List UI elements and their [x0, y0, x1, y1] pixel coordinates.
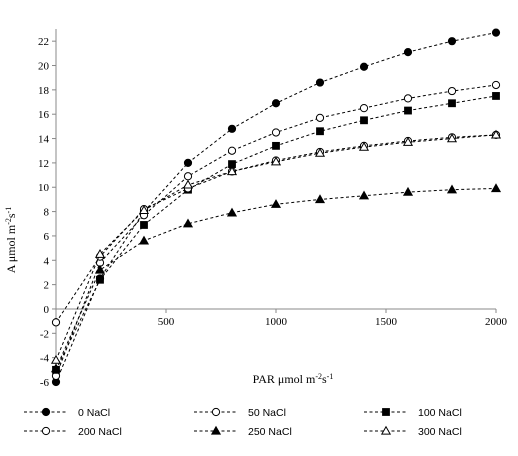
x-tick-label: 2000 — [485, 316, 508, 328]
data-point — [492, 92, 500, 100]
data-point — [314, 147, 326, 157]
legend-marker — [211, 407, 221, 417]
data-point — [182, 218, 194, 228]
legend-label: 50 NaCl — [248, 407, 286, 419]
data-point — [403, 94, 413, 103]
legend-label: 300 NaCl — [418, 426, 462, 438]
data-point — [358, 141, 370, 151]
data-point — [448, 99, 456, 108]
series-2 — [52, 92, 500, 374]
data-point — [402, 186, 414, 196]
legend-label: 200 NaCl — [78, 426, 122, 438]
data-point — [446, 184, 458, 194]
y-tick-label: 12 — [38, 158, 49, 170]
data-point — [271, 128, 281, 137]
data-point — [315, 78, 325, 87]
y-tick-label: 0 — [44, 304, 50, 316]
data-point — [50, 363, 62, 373]
y-tick-label: 4 — [44, 255, 50, 267]
axes: 0500100015002000-6-4-2024681012141618202… — [38, 29, 508, 389]
data-point — [360, 116, 368, 125]
data-point — [490, 129, 502, 139]
data-point — [138, 205, 150, 215]
data-point — [359, 104, 369, 113]
data-point — [315, 113, 325, 122]
data-point — [270, 199, 282, 208]
y-tick-label: 20 — [38, 61, 50, 73]
legend-item: 50 NaCl — [194, 407, 286, 419]
series-layer — [50, 28, 502, 387]
data-point — [314, 194, 326, 204]
data-point — [94, 248, 106, 258]
data-point — [403, 48, 413, 57]
data-point — [491, 28, 501, 37]
data-point — [138, 235, 150, 245]
y-tick-label: 2 — [44, 280, 50, 292]
legend-item: 0 NaCl — [24, 407, 110, 419]
data-point — [491, 80, 501, 90]
y-tick-label: -4 — [40, 353, 50, 365]
data-point — [270, 156, 282, 166]
legend-marker — [382, 408, 390, 416]
series-4 — [50, 183, 502, 373]
data-point — [490, 183, 502, 193]
y-tick-label: 18 — [38, 85, 50, 97]
data-point — [226, 166, 238, 176]
data-point — [51, 318, 61, 327]
data-point — [402, 136, 414, 146]
series-5 — [50, 129, 502, 364]
data-point — [447, 37, 457, 46]
legend-item: 250 NaCl — [194, 425, 292, 438]
y-tick-label: 16 — [38, 109, 50, 121]
y-tick-label: 10 — [38, 182, 50, 194]
y-tick-label: 8 — [44, 207, 50, 219]
x-axis-label: PAR μmol m-2s-1 — [253, 372, 334, 387]
data-point — [227, 146, 237, 155]
y-tick-label: -2 — [40, 328, 49, 340]
y-axis-label: A μmol m-2s-1 — [4, 207, 19, 273]
data-point — [446, 133, 458, 143]
data-point — [272, 141, 280, 150]
legend: 0 NaCl 50 NaCl 100 NaCl 200 NaCl 250 NaCl 300… — [24, 407, 462, 438]
data-point — [227, 124, 237, 133]
series-line — [55, 134, 497, 361]
data-point — [316, 127, 324, 136]
x-tick-label: 1500 — [375, 316, 398, 328]
y-tick-label: 6 — [44, 231, 50, 243]
legend-label: 250 NaCl — [248, 426, 292, 438]
data-point — [404, 106, 412, 115]
legend-marker — [210, 425, 222, 435]
legend-marker — [41, 426, 51, 436]
data-point — [358, 190, 370, 200]
data-point — [140, 221, 148, 229]
data-point — [183, 158, 193, 167]
data-point — [94, 264, 106, 274]
legend-item: 100 NaCl — [364, 407, 462, 419]
data-point — [50, 354, 62, 364]
legend-item: 300 NaCl — [364, 425, 462, 438]
legend-marker — [380, 425, 392, 435]
y-tick-label: 22 — [38, 36, 49, 48]
legend-label: 0 NaCl — [78, 407, 110, 419]
data-point — [447, 86, 457, 96]
x-tick-label: 500 — [158, 316, 175, 328]
legend-label: 100 NaCl — [418, 407, 462, 419]
y-tick-label: -6 — [40, 377, 50, 389]
data-point — [182, 179, 194, 189]
x-tick-label: 1000 — [265, 316, 288, 328]
data-point — [271, 99, 281, 108]
data-point — [359, 62, 369, 71]
data-point — [96, 275, 104, 284]
data-point — [226, 207, 238, 217]
legend-marker — [41, 407, 51, 417]
legend-item: 200 NaCl — [24, 426, 122, 438]
y-tick-label: 14 — [38, 134, 50, 146]
series-1 — [51, 80, 501, 381]
series-line — [55, 187, 497, 369]
data-point — [183, 172, 193, 181]
